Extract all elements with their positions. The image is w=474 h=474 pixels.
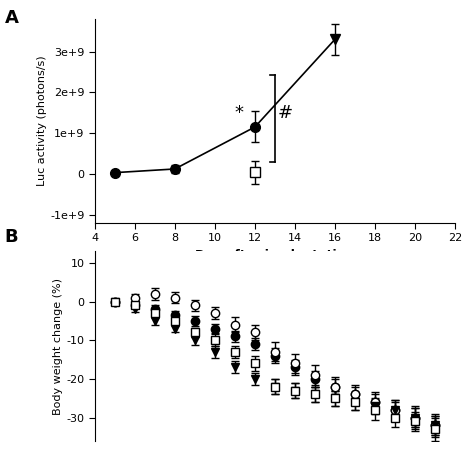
X-axis label: Day after implantation: Day after implantation xyxy=(195,249,355,262)
Text: B: B xyxy=(5,228,18,246)
Text: A: A xyxy=(5,9,18,27)
Y-axis label: Body weight change (%): Body weight change (%) xyxy=(54,277,64,415)
Y-axis label: Luc activity (photons/s): Luc activity (photons/s) xyxy=(37,55,47,186)
Text: *: * xyxy=(235,104,243,122)
Text: #: # xyxy=(277,104,292,122)
